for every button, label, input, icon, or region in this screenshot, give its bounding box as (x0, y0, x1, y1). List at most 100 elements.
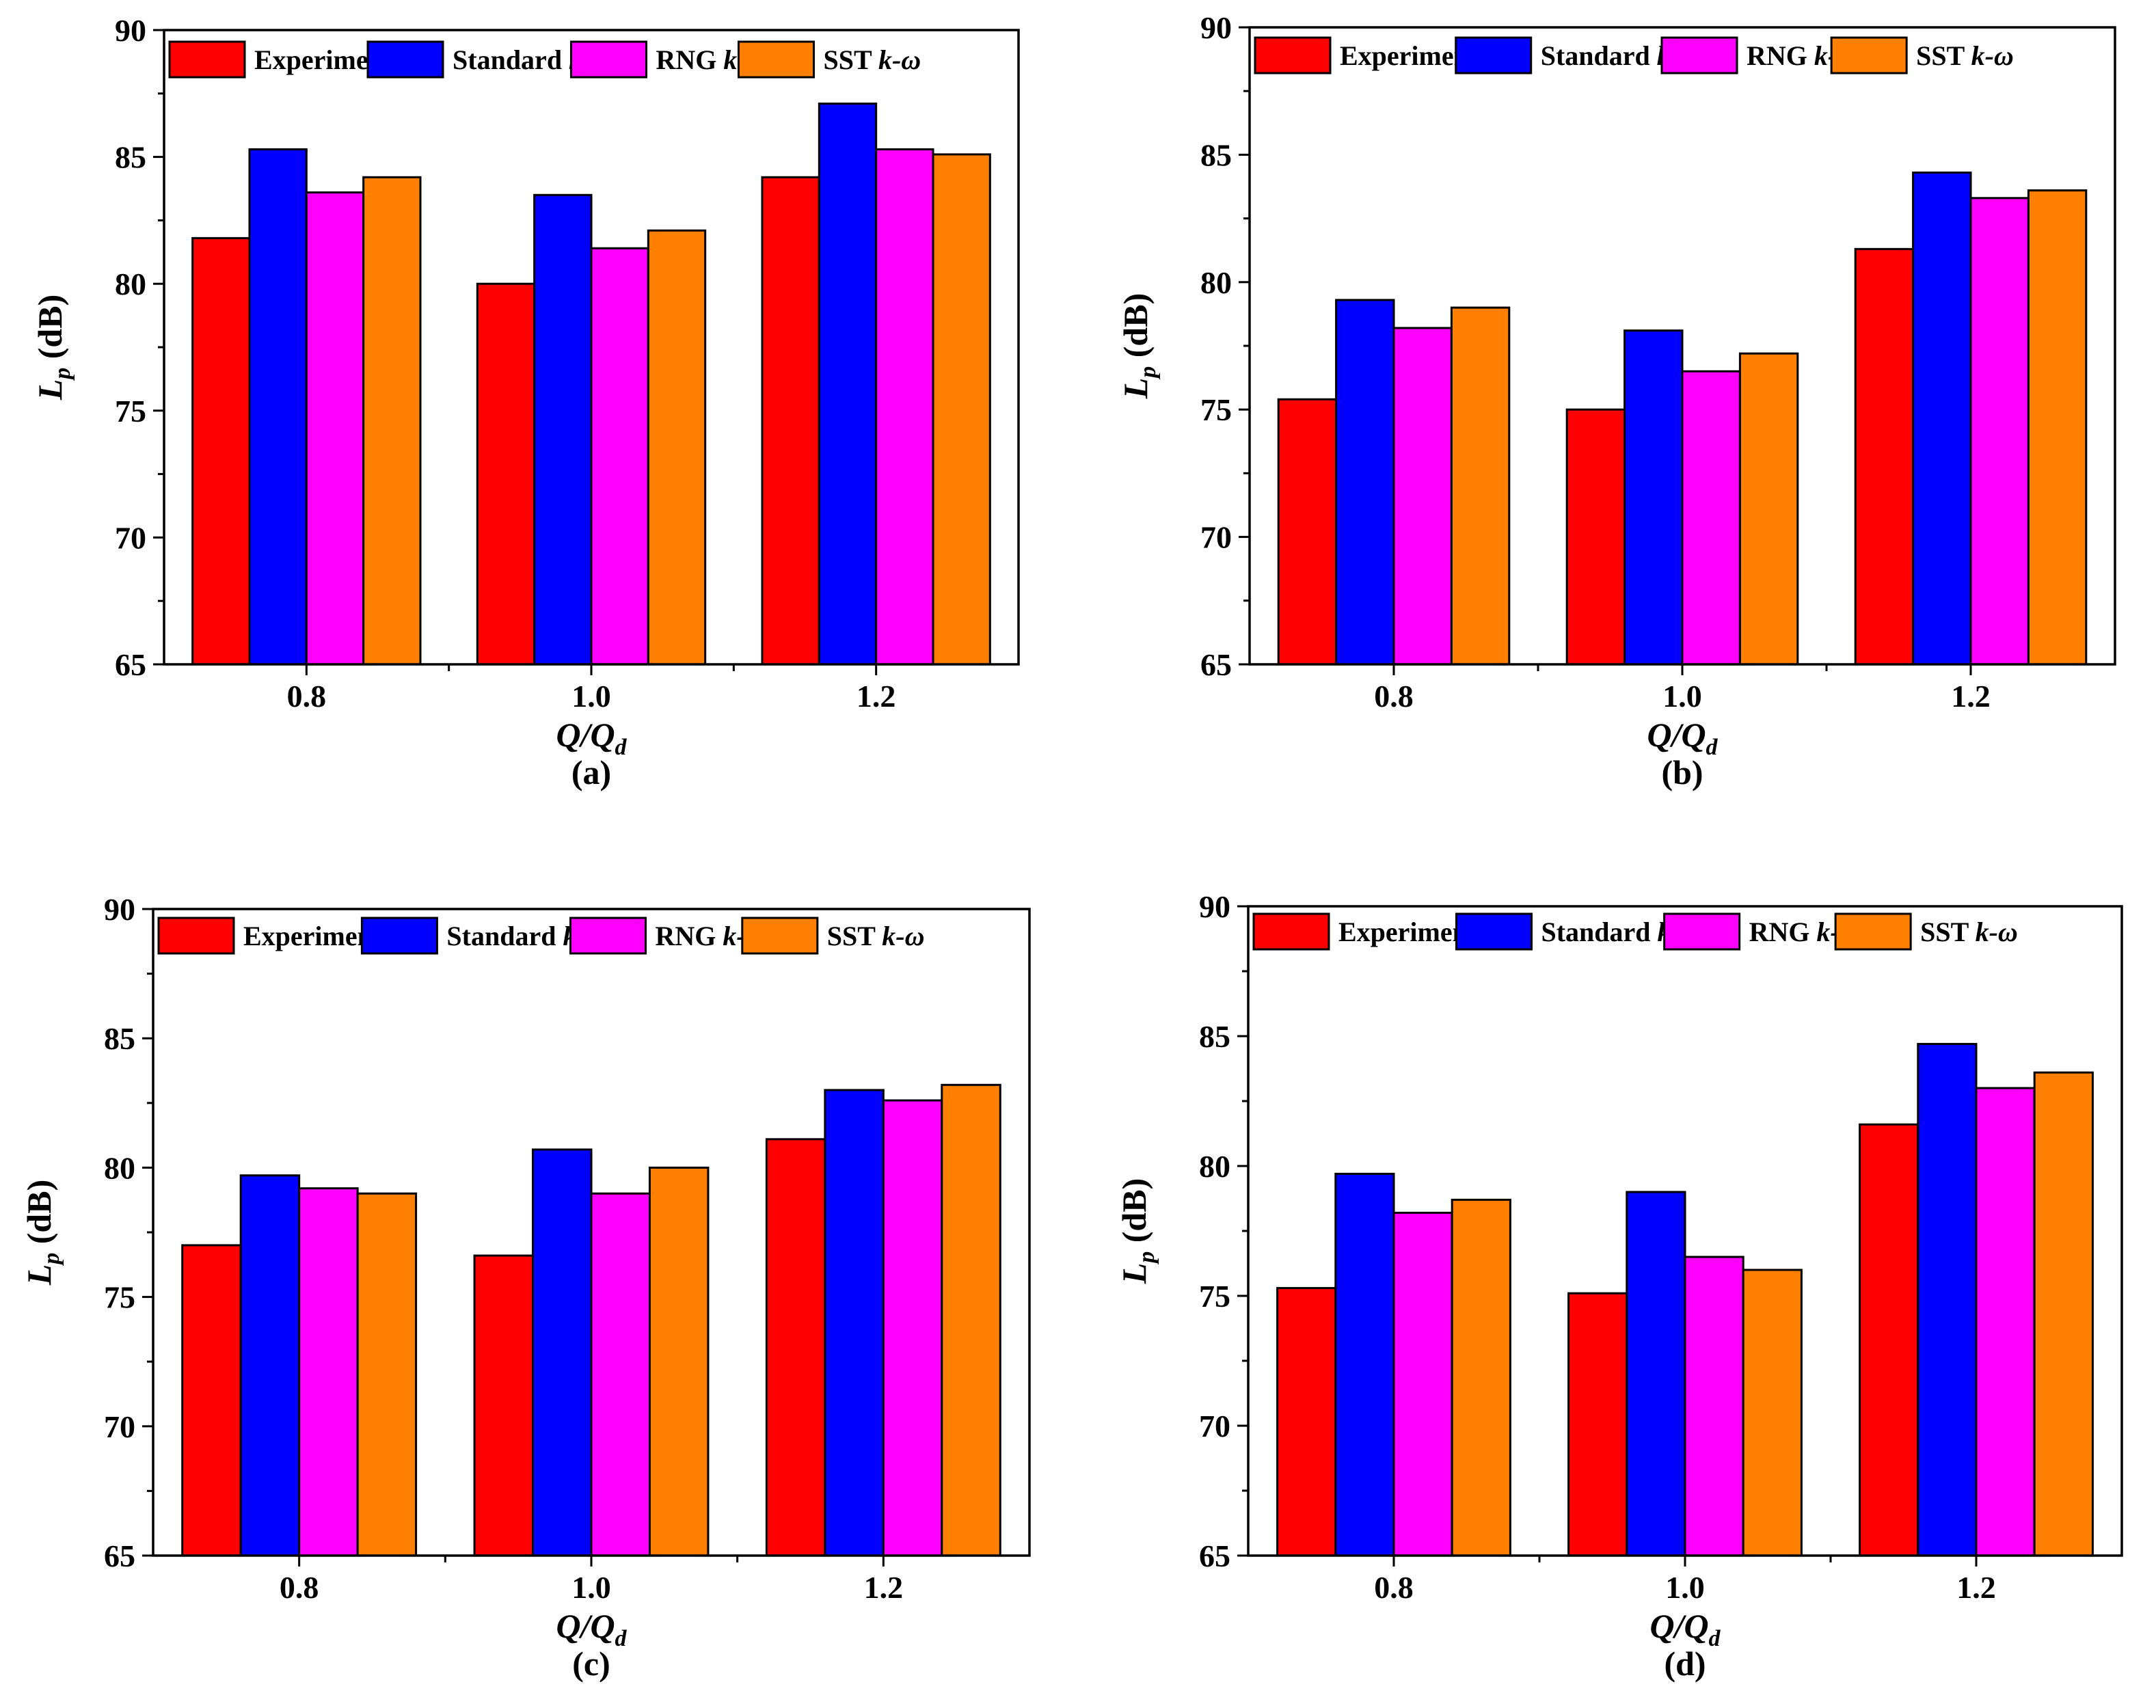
chart-panel-3: 0.8 1.0 1.2 65 70 75 80 85 90 Lp (dB) Q/Qd(d) Exper… (1115, 889, 2123, 1683)
y-tick-label: 85 (1200, 137, 1232, 172)
panel-label: (d) (1664, 1644, 1706, 1683)
legend-swatch-rng (1663, 912, 1741, 951)
bar-sst-1.2 (932, 153, 991, 666)
bar-standard-1.2 (1917, 1042, 1978, 1557)
legend-swatch-experiment (1252, 912, 1330, 951)
bar-standard-0.8 (239, 1174, 301, 1557)
x-tick-label: 1.2 (864, 1570, 904, 1605)
panel-label: (b) (1661, 753, 1703, 791)
bar-rng-1.0 (1681, 370, 1741, 666)
legend-swatch-experiment (168, 40, 246, 79)
panel-label: (a) (571, 753, 611, 791)
legend-swatch-rng (1660, 36, 1738, 74)
bar-experiment-0.8 (1276, 1287, 1337, 1557)
bar-standard-1.2 (824, 1089, 885, 1557)
bar-standard-1.2 (818, 103, 878, 666)
bar-sst-1.0 (1742, 1269, 1803, 1557)
legend-swatch-sst (741, 917, 819, 955)
panel-label: (c) (572, 1644, 610, 1683)
y-tick-label: 75 (115, 394, 146, 429)
bar-rng-1.0 (590, 247, 649, 666)
x-axis-title: Q/Qd (556, 716, 627, 760)
y-tick-label: 75 (1199, 1279, 1230, 1314)
bar-experiment-1.0 (1567, 1292, 1628, 1557)
x-tick-label: 1.2 (1951, 679, 1991, 714)
bar-standard-0.8 (248, 148, 308, 666)
y-tick-label: 85 (1199, 1019, 1230, 1054)
legend-label-sst: SST k-ω (824, 44, 921, 75)
chart-panel-0: 0.8 1.0 1.2 65 70 75 80 85 90 Lp (dB) Q/Qd(a) Exper… (31, 13, 1020, 791)
y-tick-label: 70 (1200, 520, 1232, 555)
y-axis-title: Lp (dB) (31, 295, 75, 401)
bar-sst-1.0 (647, 229, 707, 666)
bar-experiment-1.2 (1854, 247, 1915, 666)
legend-swatch-sst (1834, 912, 1912, 951)
bar-experiment-1.2 (1859, 1123, 1919, 1557)
x-tick-label: 1.0 (571, 1570, 611, 1605)
y-axis-title: Lp (dB) (1116, 293, 1161, 400)
bar-rng-1.2 (1969, 197, 2030, 666)
bar-rng-1.2 (1975, 1087, 2036, 1557)
y-tick-label: 75 (1200, 392, 1232, 427)
y-tick-label: 85 (115, 140, 146, 175)
bar-sst-0.8 (1451, 1198, 1511, 1557)
y-tick-label: 90 (1199, 889, 1230, 924)
x-tick-label: 1.2 (857, 679, 896, 714)
y-tick-label: 70 (1199, 1409, 1230, 1443)
bar-rng-0.8 (1392, 327, 1453, 666)
legend-label-sst: SST k-ω (1920, 917, 2018, 947)
bar-experiment-0.8 (181, 1244, 242, 1557)
y-tick-label: 90 (1200, 10, 1232, 45)
y-axis-title: Lp (dB) (1115, 1178, 1159, 1285)
legend-swatch-experiment (157, 917, 235, 955)
bar-standard-1.0 (1623, 329, 1684, 666)
bar-rng-1.0 (590, 1192, 651, 1557)
bar-rng-0.8 (1392, 1211, 1453, 1557)
bar-rng-0.8 (298, 1187, 359, 1557)
bar-rng-1.2 (875, 148, 934, 666)
bar-experiment-1.0 (473, 1254, 535, 1557)
y-tick-label: 65 (104, 1538, 135, 1573)
bar-rng-1.0 (1684, 1256, 1744, 1557)
y-tick-label: 75 (104, 1280, 135, 1315)
x-tick-label: 1.0 (1665, 1570, 1705, 1605)
x-tick-label: 0.8 (280, 1570, 319, 1605)
y-tick-label: 65 (115, 647, 146, 682)
bar-rng-1.2 (882, 1099, 943, 1557)
y-tick-label: 65 (1199, 1538, 1230, 1573)
legend-swatch-rng (569, 917, 647, 955)
bar-standard-0.8 (1334, 1172, 1395, 1557)
bar-sst-1.2 (2033, 1071, 2094, 1557)
legend-swatch-rng (570, 40, 647, 79)
x-axis-title: Q/Qd (1649, 1607, 1721, 1651)
chart-panel-1: 0.8 1.0 1.2 65 70 75 80 85 90 Lp (dB) Q/Qd(b) Exper… (1116, 10, 2116, 791)
y-tick-label: 90 (115, 13, 146, 48)
y-tick-label: 70 (104, 1409, 135, 1444)
x-tick-label: 1.2 (1956, 1570, 1996, 1605)
bar-experiment-1.2 (765, 1138, 826, 1557)
bar-experiment-1.0 (476, 282, 536, 666)
y-tick-label: 80 (104, 1150, 135, 1185)
bar-experiment-1.0 (1565, 408, 1626, 666)
bar-standard-1.0 (1626, 1191, 1686, 1557)
bar-experiment-1.2 (761, 176, 820, 666)
bar-standard-1.0 (533, 193, 593, 666)
bar-sst-1.2 (941, 1083, 1001, 1557)
y-tick-label: 80 (115, 267, 146, 301)
bar-experiment-0.8 (191, 236, 251, 666)
x-axis-title: Q/Qd (1647, 716, 1718, 760)
x-tick-label: 0.8 (1374, 1570, 1414, 1605)
legend-label-experiment: Experiment (243, 921, 382, 951)
bar-sst-1.0 (648, 1166, 710, 1557)
bar-standard-1.2 (1912, 171, 1972, 666)
legend-label-experiment: Experiment (1338, 917, 1477, 947)
bar-standard-0.8 (1335, 299, 1395, 666)
bar-rng-0.8 (305, 191, 365, 666)
legend-swatch-sst (1830, 36, 1908, 74)
y-axis-title: Lp (dB) (20, 1180, 64, 1286)
